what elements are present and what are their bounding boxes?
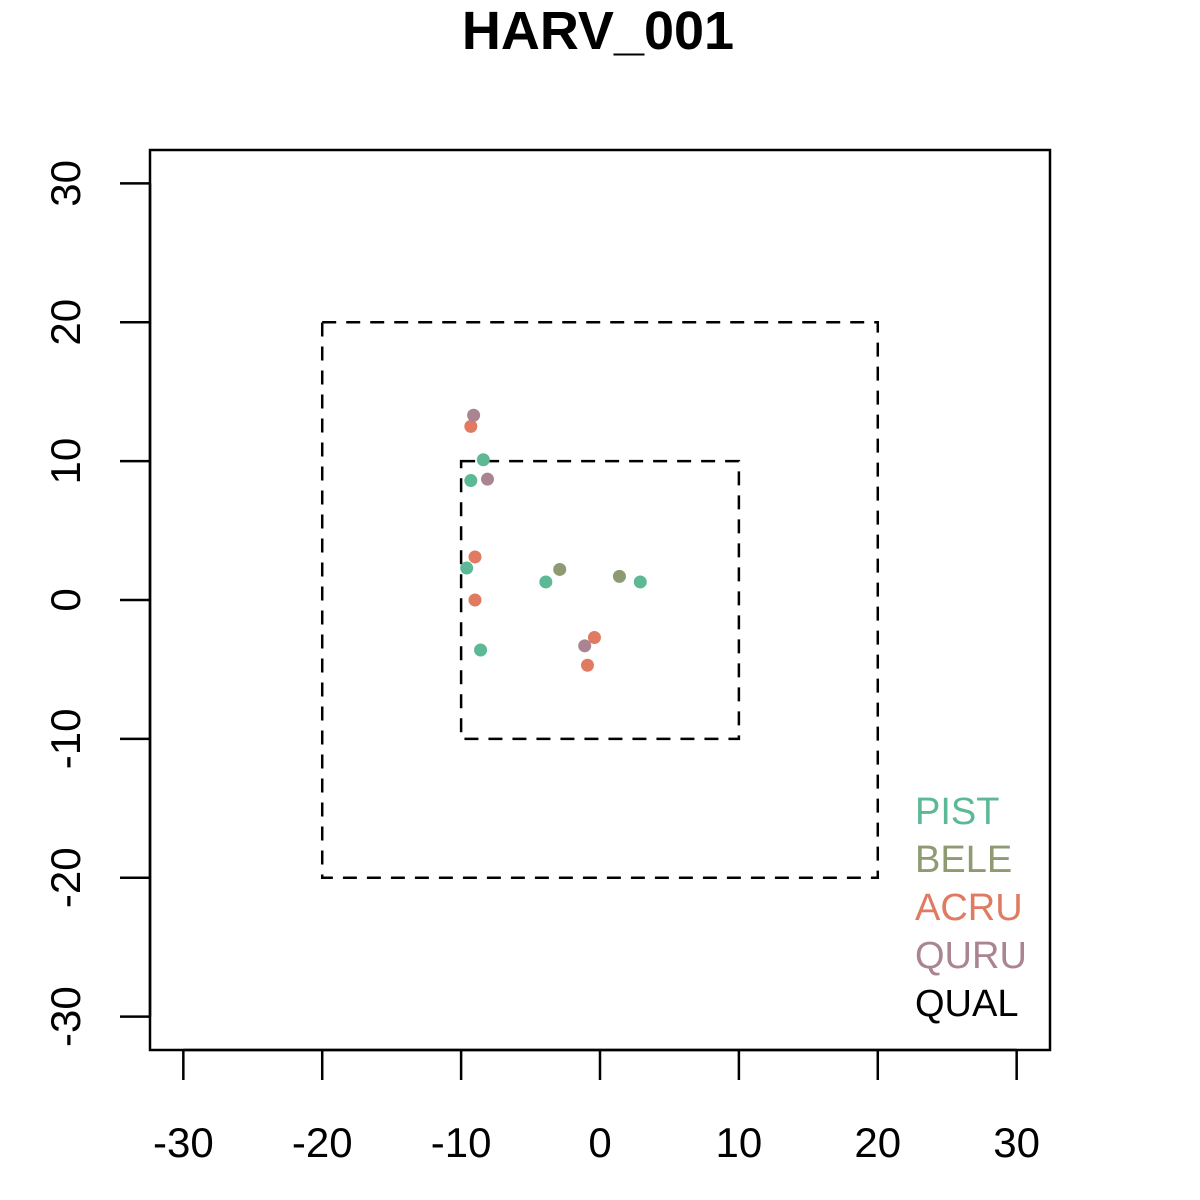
point-pist (464, 474, 478, 488)
x-tick-label: 30 (993, 1119, 1040, 1166)
x-tick-label: 0 (588, 1119, 611, 1166)
point-acru (464, 419, 478, 433)
point-acru (468, 593, 482, 607)
legend-item-acru: ACRU (915, 887, 1023, 929)
x-tick-label: -30 (153, 1119, 214, 1166)
point-quru (467, 408, 481, 422)
scatter-points (460, 408, 647, 672)
point-pist (539, 575, 553, 589)
legend-item-quru: QURU (915, 935, 1027, 977)
legend-item-qual: QUAL (915, 983, 1018, 1025)
y-tick-label: -20 (42, 847, 89, 908)
x-tick-label: -10 (431, 1119, 492, 1166)
y-tick-label: 30 (42, 160, 89, 207)
x-axis: -30 -20 -10 0 10 20 30 (153, 1048, 1040, 1166)
x-tick-label: 20 (854, 1119, 901, 1166)
chart-title: HARV_001 (462, 1, 734, 61)
x-tick-label: 10 (716, 1119, 763, 1166)
point-pist (476, 453, 490, 467)
point-pist (474, 643, 488, 657)
reference-square-0 (320, 320, 880, 880)
point-acru (468, 550, 482, 564)
y-tick-label: 0 (42, 588, 89, 611)
x-tick-label: -20 (292, 1119, 353, 1166)
point-bele (612, 569, 626, 583)
y-tick-label: 10 (42, 438, 89, 485)
point-bele (553, 562, 567, 576)
y-tick-label: -30 (42, 986, 89, 1047)
point-pist (633, 575, 647, 589)
y-tick-label: 20 (42, 299, 89, 346)
point-acru (587, 631, 601, 644)
point-acru (581, 658, 594, 672)
reference-squares (320, 320, 880, 880)
legend-item-bele: BELE (915, 839, 1012, 881)
point-quru (481, 472, 494, 486)
point-pist (460, 561, 474, 575)
point-quru (578, 639, 592, 653)
y-axis: -30 -20 -10 0 10 20 30 (42, 160, 152, 1047)
legend-item-pist: PIST (915, 791, 999, 833)
reference-square-1 (459, 459, 741, 741)
legend: PIST BELE ACRU QURU QUAL (915, 791, 1027, 1025)
y-tick-label: -10 (42, 709, 89, 770)
